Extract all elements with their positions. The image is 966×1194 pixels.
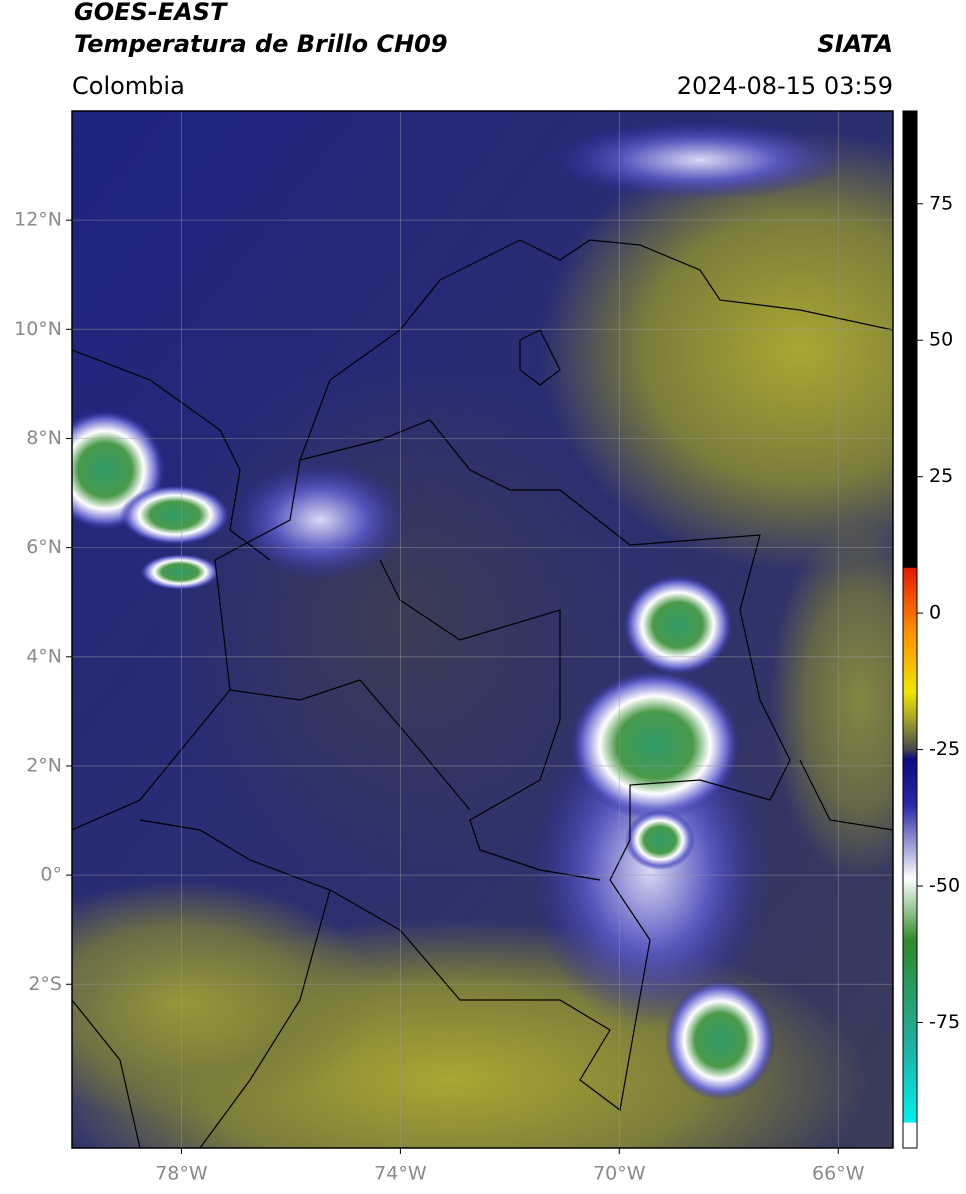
source: SIATA [817, 30, 893, 58]
x-tick-label: 78°W [155, 1163, 208, 1185]
satellite-image [72, 111, 893, 1148]
y-tick-label: 2°S [28, 973, 62, 995]
y-tick-label: 2°N [26, 754, 62, 776]
timestamp: 2024-08-15 03:59 [677, 72, 893, 100]
y-tick-label: 12°N [14, 209, 62, 231]
x-tick-label: 74°W [374, 1163, 427, 1185]
y-tick-label: 10°N [14, 318, 62, 340]
colorbar-label: -25 [929, 738, 960, 760]
colorbar-label: -50 [929, 875, 960, 897]
colorbar-label: 25 [929, 465, 953, 487]
colorbar-label: 50 [929, 329, 953, 351]
x-tick-label: 66°W [812, 1163, 865, 1185]
map-frame [71, 110, 894, 1149]
x-tick-label: 70°W [593, 1163, 646, 1185]
y-tick-label: 8°N [26, 427, 62, 449]
colorbar-label: 0 [929, 602, 941, 624]
title: GOES-EAST [74, 0, 228, 26]
y-tick-label: 4°N [26, 645, 62, 667]
gridlines [72, 111, 893, 1148]
colorbar-label: -75 [929, 1011, 960, 1033]
y-tick-label: 0° [40, 864, 62, 886]
colorbar-label: 75 [929, 192, 953, 214]
subtitle: Temperatura de Brillo CH09 [74, 30, 448, 58]
y-tick-label: 6°N [26, 536, 62, 558]
region: Colombia [72, 72, 185, 100]
colorbar [902, 110, 918, 1149]
